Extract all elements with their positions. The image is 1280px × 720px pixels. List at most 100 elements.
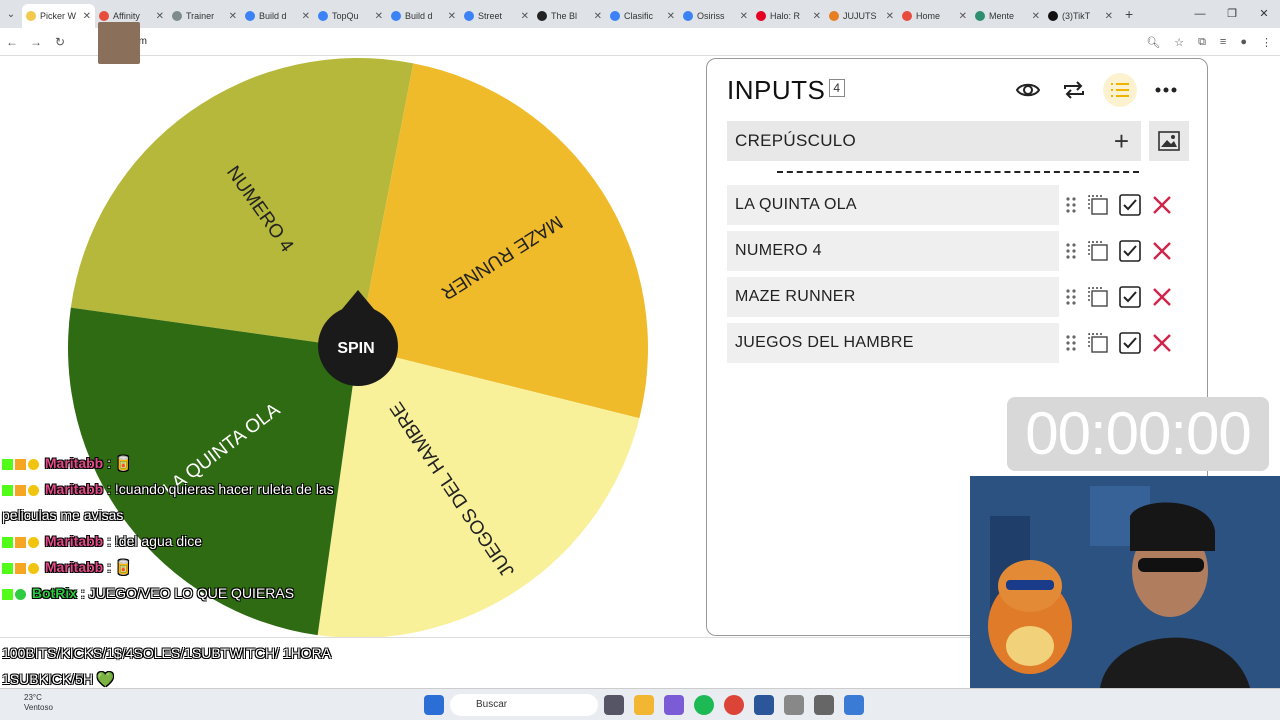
browser-tab[interactable]: Clasific ✕ bbox=[606, 4, 679, 28]
webcam-image bbox=[970, 476, 1280, 688]
drag-handle-icon[interactable] bbox=[1065, 287, 1077, 307]
browser-tab[interactable]: Build d ✕ bbox=[241, 4, 314, 28]
reading-list-icon[interactable]: ≡ bbox=[1219, 36, 1227, 48]
extensions-icon[interactable]: ⧉ bbox=[1198, 35, 1206, 48]
drag-handle-icon[interactable] bbox=[1065, 241, 1077, 261]
word-icon[interactable] bbox=[754, 695, 774, 715]
spin-button[interactable]: SPIN bbox=[318, 290, 398, 386]
start-icon[interactable] bbox=[424, 695, 444, 715]
chat-message: Maritabb : 🥫 bbox=[2, 554, 342, 580]
bookmark-star-icon[interactable]: ☆ bbox=[1174, 36, 1185, 49]
tab-close-icon[interactable]: ✕ bbox=[958, 10, 967, 22]
browser-tab[interactable]: (3)TikT ✕ bbox=[1044, 4, 1117, 28]
file-explorer-icon[interactable] bbox=[634, 695, 654, 715]
spotify-icon[interactable] bbox=[694, 695, 714, 715]
more-options-icon[interactable] bbox=[1149, 73, 1183, 107]
tab-close-icon[interactable]: ✕ bbox=[812, 10, 821, 22]
tab-list-icon[interactable]: ⌄ bbox=[6, 8, 16, 20]
tab-close-icon[interactable]: ✕ bbox=[593, 10, 602, 22]
browser-tab[interactable]: Mente ✕ bbox=[971, 4, 1044, 28]
new-entry-row: + bbox=[727, 121, 1141, 161]
delete-icon[interactable] bbox=[1151, 332, 1173, 354]
tab-close-icon[interactable]: ✕ bbox=[228, 10, 237, 22]
tab-close-icon[interactable]: ✕ bbox=[82, 10, 91, 22]
duplicate-icon[interactable] bbox=[1087, 286, 1109, 308]
entry-label[interactable]: NUMERO 4 bbox=[727, 231, 1059, 271]
tab-close-icon[interactable]: ✕ bbox=[1031, 10, 1040, 22]
panel-toolbar bbox=[1011, 73, 1183, 107]
add-image-button[interactable] bbox=[1149, 121, 1189, 161]
picker-wheel[interactable]: NUMERO 4 MAZE RUNNER JUEGOS DEL HAMBRE LA Q… bbox=[66, 58, 650, 638]
task-view-icon[interactable] bbox=[604, 695, 624, 715]
browser-tab[interactable]: Build d ✕ bbox=[387, 4, 460, 28]
tab-close-icon[interactable]: ✕ bbox=[301, 10, 310, 22]
tab-close-icon[interactable]: ✕ bbox=[520, 10, 529, 22]
forward-icon[interactable]: → bbox=[30, 34, 42, 49]
entry-tools bbox=[1065, 331, 1173, 355]
browser-tab[interactable]: JUJUTS ✕ bbox=[825, 4, 898, 28]
tab-close-icon[interactable]: ✕ bbox=[666, 10, 675, 22]
close-window-icon[interactable]: ✕ bbox=[1259, 8, 1269, 20]
image-icon bbox=[1158, 131, 1180, 151]
duplicate-icon[interactable] bbox=[1087, 332, 1109, 354]
duplicate-icon[interactable] bbox=[1087, 194, 1109, 216]
new-tab-button[interactable]: + bbox=[1125, 6, 1134, 22]
drag-handle-icon[interactable] bbox=[1065, 195, 1077, 215]
browser-tab[interactable]: Trainer ✕ bbox=[168, 4, 241, 28]
checkbox-checked-icon[interactable] bbox=[1119, 286, 1141, 308]
list-view-icon[interactable] bbox=[1103, 73, 1137, 107]
weather-widget[interactable]: 23°C Ventoso bbox=[24, 693, 53, 713]
tab-close-icon[interactable]: ✕ bbox=[1104, 10, 1113, 22]
browser-tab[interactable]: TopQu ✕ bbox=[314, 4, 387, 28]
zoom-icon[interactable]: 🔍︎ bbox=[1146, 36, 1161, 49]
entry-label[interactable]: LA QUINTA OLA bbox=[727, 185, 1059, 225]
chat-message: Maritabb : 🥫 bbox=[2, 450, 342, 476]
delete-icon[interactable] bbox=[1151, 286, 1173, 308]
shuffle-icon[interactable] bbox=[1057, 73, 1091, 107]
duplicate-icon[interactable] bbox=[1087, 240, 1109, 262]
browser-tab[interactable]: The Bl ✕ bbox=[533, 4, 606, 28]
minimize-icon[interactable]: — bbox=[1194, 8, 1206, 20]
tab-title: Mente bbox=[989, 11, 1015, 21]
browser-menu-icon[interactable]: ⋮ bbox=[1261, 36, 1272, 49]
delete-icon[interactable] bbox=[1151, 194, 1173, 216]
browser-tab[interactable]: Street ✕ bbox=[460, 4, 533, 28]
app-icon[interactable] bbox=[844, 695, 864, 715]
entry-label[interactable]: MAZE RUNNER bbox=[727, 277, 1059, 317]
tab-title: Street bbox=[478, 11, 503, 21]
kick-badge-icon bbox=[2, 458, 13, 470]
tab-close-icon[interactable]: ✕ bbox=[447, 10, 456, 22]
settings-icon[interactable] bbox=[784, 695, 804, 715]
add-entry-button[interactable]: + bbox=[1113, 126, 1129, 156]
delete-icon[interactable] bbox=[1151, 240, 1173, 262]
discord-icon[interactable] bbox=[664, 695, 684, 715]
tab-title: TopQu bbox=[332, 11, 359, 21]
tab-favicon-icon bbox=[537, 11, 547, 21]
drag-handle-icon[interactable] bbox=[1065, 333, 1077, 353]
browser-tab[interactable]: Picker W ✕ bbox=[22, 4, 95, 28]
new-entry-input[interactable] bbox=[735, 131, 1095, 151]
chat-text: : 🥫 bbox=[103, 559, 133, 575]
reload-icon[interactable]: ↻ bbox=[54, 34, 66, 49]
checkbox-checked-icon[interactable] bbox=[1119, 194, 1141, 216]
entry-label[interactable]: JUEGOS DEL HAMBRE bbox=[727, 323, 1059, 363]
taskbar-search[interactable]: Buscar bbox=[450, 694, 598, 716]
tab-close-icon[interactable]: ✕ bbox=[155, 10, 164, 22]
browser-tab[interactable]: Osiriss ✕ bbox=[679, 4, 752, 28]
tab-close-icon[interactable]: ✕ bbox=[374, 10, 383, 22]
chrome-icon[interactable] bbox=[724, 695, 744, 715]
back-icon[interactable]: ← bbox=[6, 34, 18, 49]
sub-badge-icon bbox=[15, 484, 26, 496]
restore-icon[interactable]: ❐ bbox=[1227, 8, 1237, 20]
eye-icon[interactable] bbox=[1011, 73, 1045, 107]
browser-tab[interactable]: Halo: R ✕ bbox=[752, 4, 825, 28]
tab-close-icon[interactable]: ✕ bbox=[885, 10, 894, 22]
entry-row: NUMERO 4 bbox=[727, 231, 1187, 271]
profile-avatar[interactable]: ● bbox=[1240, 36, 1247, 48]
tab-close-icon[interactable]: ✕ bbox=[739, 10, 748, 22]
browser-tab[interactable]: Affinity ✕ bbox=[95, 4, 168, 28]
browser-tab[interactable]: Home ✕ bbox=[898, 4, 971, 28]
checkbox-checked-icon[interactable] bbox=[1119, 240, 1141, 262]
calculator-icon[interactable] bbox=[814, 695, 834, 715]
checkbox-checked-icon[interactable] bbox=[1119, 332, 1141, 354]
